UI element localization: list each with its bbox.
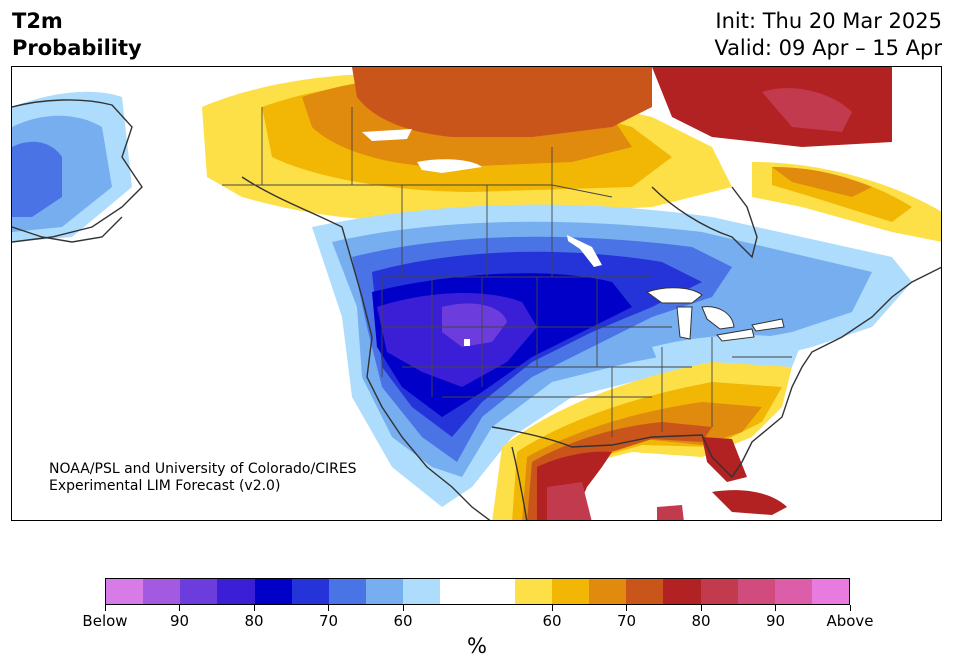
colorbar-segment — [291, 579, 329, 604]
credit-text: NOAA/PSL and University of Colorado/CIRE… — [49, 461, 357, 495]
state-province-borders — [222, 107, 792, 437]
colorbar-tick-label: 80 — [244, 612, 264, 630]
variable-label: T2m — [12, 9, 63, 33]
colorbar-segment — [477, 579, 515, 604]
credit-line-1: NOAA/PSL and University of Colorado/CIRE… — [49, 461, 357, 477]
colorbar-segment — [663, 579, 701, 604]
forecast-dates: Init: Thu 20 Mar 2025 Valid: 09 Apr – 15… — [714, 8, 942, 62]
colorbar-tick — [179, 605, 180, 611]
probability-map-svg — [12, 67, 941, 520]
colorbar-segment — [774, 579, 812, 604]
colorbar-tick — [551, 605, 553, 611]
forecast-map — [11, 66, 942, 521]
credit-line-2: Experimental LIM Forecast (v2.0) — [49, 478, 281, 494]
colorbar-tick-label: 60 — [542, 612, 562, 630]
colorbar-tick-label: 80 — [691, 612, 711, 630]
colorbar-tick-label: 70 — [318, 612, 339, 630]
colorbar-tick — [849, 605, 851, 611]
colorbar-tick — [104, 605, 106, 611]
colorbar-segment — [366, 579, 404, 604]
colorbar-tick-label: 90 — [169, 612, 190, 630]
great-lakes — [645, 287, 785, 342]
colorbar-segment — [551, 579, 590, 604]
map-title: T2m Probability — [12, 8, 142, 62]
colorbar-segment — [626, 579, 664, 604]
colorbar-segment — [589, 579, 627, 604]
colorbar-tick — [775, 605, 776, 611]
colorbar-tick-label: Above — [826, 612, 874, 630]
colorbar-segment — [811, 579, 850, 604]
colorbar-tick — [328, 605, 329, 611]
colorbar-segment — [514, 579, 552, 604]
valid-period: Valid: 09 Apr – 15 Apr — [714, 36, 942, 60]
probability-colorbar — [105, 578, 850, 605]
colorbar-unit: % — [467, 634, 487, 658]
colorbar-tick-label: Below — [82, 612, 128, 630]
colorbar-segment — [737, 579, 775, 604]
colorbar-tick — [402, 605, 404, 611]
colorbar-segment — [440, 579, 478, 604]
coastlines — [12, 99, 941, 520]
colorbar-tick — [700, 605, 702, 611]
colorbar-segment — [254, 579, 292, 604]
colorbar-segment — [328, 579, 367, 604]
colorbar-tick — [626, 605, 627, 611]
colorbar-segment — [180, 579, 218, 604]
colorbar-tick-label: 90 — [765, 612, 786, 630]
colorbar-tick-label: 70 — [616, 612, 637, 630]
colorbar-segment — [143, 579, 181, 604]
product-label: Probability — [12, 36, 142, 60]
colorbar-tick — [253, 605, 255, 611]
colorbar-segment — [106, 579, 144, 604]
colorbar-tick-label: 60 — [393, 612, 413, 630]
colorbar-segment — [217, 579, 255, 604]
init-date: Init: Thu 20 Mar 2025 — [715, 9, 942, 33]
inland-lakes — [362, 129, 602, 346]
colorbar-segment — [403, 579, 441, 604]
colorbar-segment — [700, 579, 738, 604]
